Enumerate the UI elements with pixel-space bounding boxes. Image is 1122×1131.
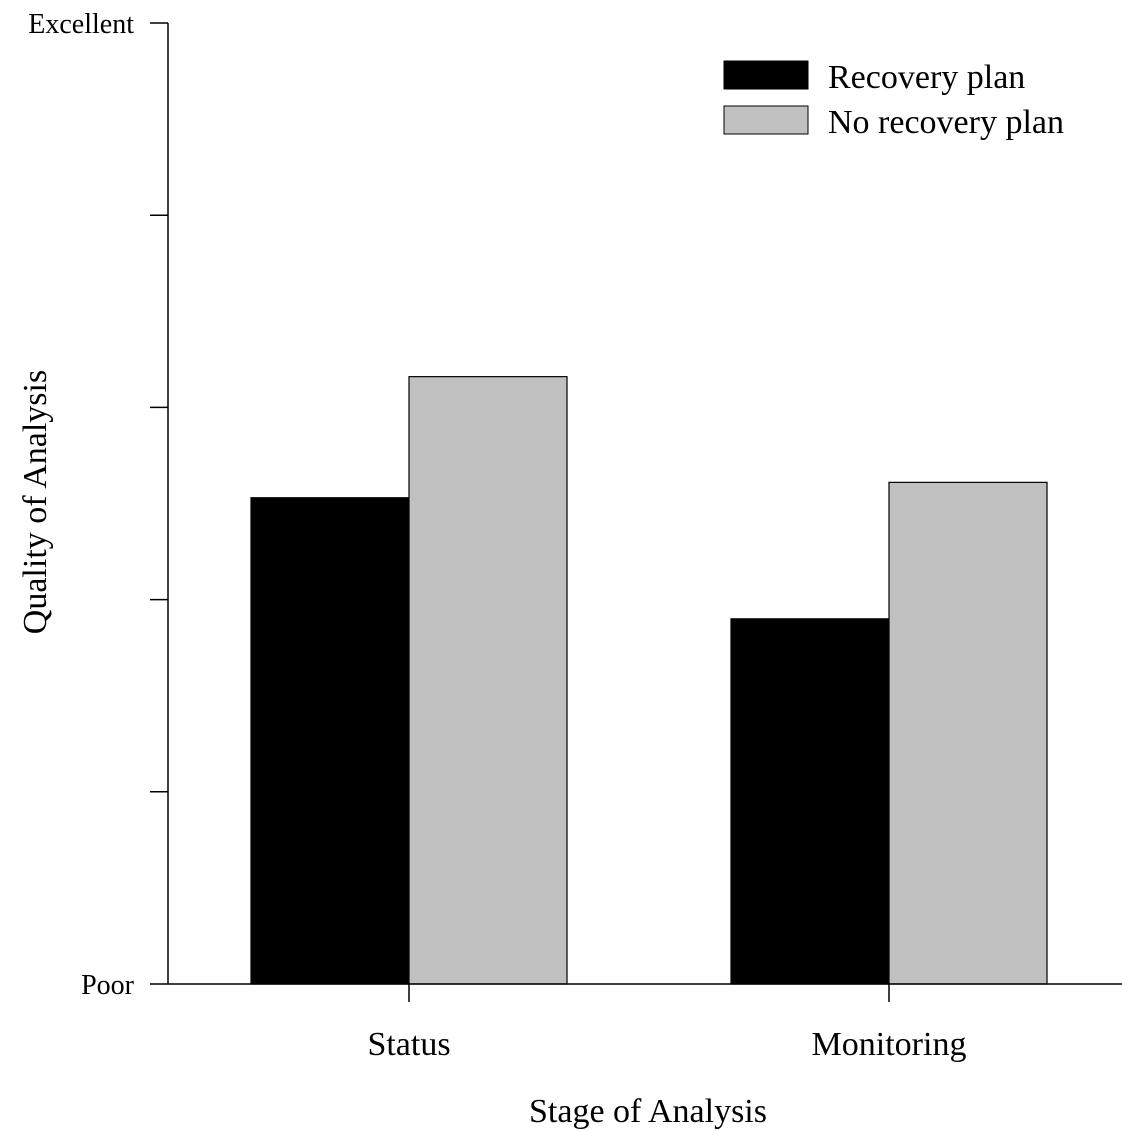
bar-monitoring-no-recovery-plan [888, 481, 1048, 985]
bar-status-recovery-plan [250, 497, 410, 985]
bar-status-no-recovery-plan [408, 376, 568, 985]
legend-label-no-recovery-plan: No recovery plan [828, 104, 1064, 141]
legend-swatch-recovery-plan [723, 60, 809, 90]
legend-swatch-no-recovery-plan [723, 105, 809, 135]
y-tick-label-poor: Poor [81, 970, 135, 1001]
bar-monitoring-recovery-plan [730, 618, 890, 985]
y-ticks-group: Poor Excellent [28, 9, 168, 1001]
legend-label-recovery-plan: Recovery plan [828, 59, 1025, 96]
legend: Recovery plan No recovery plan [723, 59, 1064, 141]
y-tick-label-excellent: Excellent [28, 9, 134, 40]
x-tick-label-monitoring: Monitoring [812, 1026, 967, 1063]
x-tick-label-status: Status [367, 1026, 450, 1063]
x-axis-title: Stage of Analysis [529, 1093, 767, 1130]
y-axis-title: Quality of Analysis [17, 370, 54, 634]
bars-group [250, 376, 1048, 985]
x-ticks-group: Status Monitoring [367, 984, 966, 1063]
